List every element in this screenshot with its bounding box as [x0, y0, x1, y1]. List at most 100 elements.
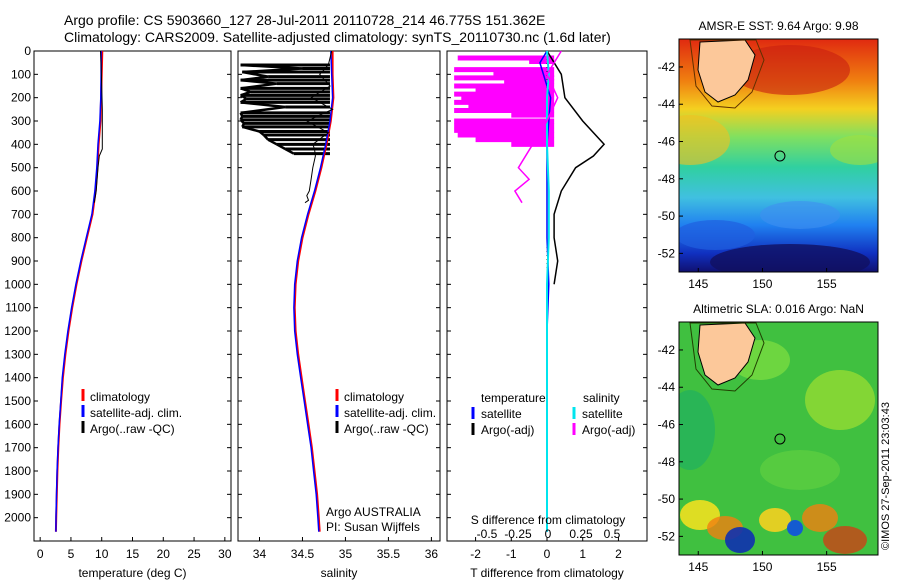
timestamp-stamp: ©IMOS 27-Sep-2011 23:03:43 — [880, 402, 892, 550]
argo-salinity-spike — [240, 78, 277, 85]
sst_map-axes: AMSR-E SST: 9.64 Argo: 9.98 145 150 155 -42 -… — [658, 19, 859, 291]
top-tick-label: 0 — [545, 527, 552, 541]
annotation-program: Argo AUSTRALIA — [326, 505, 421, 519]
y-tick-label: 1300 — [4, 347, 31, 361]
argo-salinity-spike — [262, 134, 270, 141]
y-tick-label: 1100 — [5, 301, 31, 315]
salinity-chart: 34 34.5 35 35.5 36 salinity climatology satelli… — [237, 50, 441, 580]
x-tick-label: 0 — [544, 547, 551, 561]
x-tick-label: 35 — [339, 547, 353, 561]
x-axis-label: salinity — [321, 566, 358, 580]
temperature-chart: 0100200300400500600700800900100011001200… — [4, 44, 232, 580]
map-title: AMSR-E SST: 9.64 Argo: 9.98 — [698, 19, 858, 33]
argo-salinity-spike — [242, 70, 269, 78]
y-tick-label: 1500 — [4, 394, 31, 408]
tasmania-landmass — [697, 322, 756, 386]
argo-salinity-spike — [241, 125, 260, 133]
map-y-tick-label: -48 — [658, 455, 676, 469]
y-tick-label: 1900 — [4, 487, 31, 501]
map-y-tick-label: -52 — [658, 246, 676, 260]
header-line-1: Argo profile: CS 5903660_127 28-Jul-2011… — [64, 12, 546, 28]
argo-salinity-spike — [284, 147, 295, 155]
map-title: Altimetric SLA: 0.016 Argo: NaN — [693, 302, 864, 316]
x-tick-label: 5 — [68, 547, 75, 561]
y-tick-label: 600 — [11, 184, 31, 198]
map-x-tick-label: 145 — [688, 277, 708, 291]
map-y-tick-label: -42 — [658, 343, 676, 357]
y-tick-label: 1400 — [4, 371, 31, 385]
plot-area — [33, 50, 232, 542]
difference-chart: -2 -1 0 1 2 T difference from climatology temp… — [446, 50, 648, 580]
legend-label: climatology — [344, 390, 404, 404]
map-x-tick-label: 155 — [817, 277, 837, 291]
map-y-tick-label: -44 — [658, 380, 676, 394]
series-s-satellite — [546, 50, 550, 532]
y-tick-label: 300 — [11, 114, 31, 128]
argo-position-marker — [774, 433, 786, 445]
legend-label: climatology — [90, 390, 150, 404]
x-tick-label: -1 — [506, 547, 517, 561]
y-tick-label: 1200 — [4, 324, 31, 338]
sla-map — [678, 321, 879, 556]
x-tick-label: 25 — [187, 547, 201, 561]
header-line-2: Climatology: CARS2009. Satellite-adjuste… — [64, 29, 611, 45]
legend-label: satellite — [582, 407, 623, 421]
legend-label: Argo(..raw -QC) — [344, 422, 429, 436]
y-tick-label: 200 — [11, 91, 31, 105]
legend-title-temperature: temperature — [481, 391, 546, 405]
y-tick-label: 500 — [11, 161, 31, 175]
argo-salinity-spike — [240, 101, 286, 109]
y-tick-label: 700 — [11, 207, 31, 221]
legend-title-salinity: salinity — [583, 391, 620, 405]
map-x-tick-label: 145 — [688, 560, 708, 574]
y-tick-label: 800 — [11, 231, 31, 245]
map-x-tick-label: 150 — [752, 277, 772, 291]
map-y-tick-label: -46 — [658, 135, 676, 149]
top-tick-label: -0.5 — [477, 527, 498, 541]
series-s-argo-adj- — [513, 50, 562, 204]
series-argo — [304, 50, 334, 204]
y-tick-label: 400 — [11, 137, 31, 151]
map-x-tick-label: 150 — [752, 560, 772, 574]
x-tick-label: 30 — [218, 547, 232, 561]
argo-salinity-spike — [239, 118, 245, 125]
map-y-tick-label: -44 — [658, 97, 676, 111]
y-tick-label: 1000 — [4, 277, 31, 291]
map-y-tick-label: -42 — [658, 60, 676, 74]
map-y-tick-label: -52 — [658, 529, 676, 543]
x-tick-label: 36 — [425, 547, 439, 561]
annotation-pi: PI: Susan Wijffels — [326, 520, 420, 534]
argo-salinity-spike — [276, 143, 286, 151]
argo-position-marker — [774, 150, 786, 162]
top-axis-label: S difference from climatology — [471, 513, 626, 527]
argo-salinity-spike — [267, 138, 278, 146]
map-x-tick-label: 155 — [817, 560, 837, 574]
x-tick-label: 34 — [253, 547, 267, 561]
x-tick-label: 15 — [126, 547, 140, 561]
x-tick-label: 34.5 — [291, 547, 315, 561]
y-tick-label: 900 — [11, 254, 31, 268]
series-argo — [93, 50, 103, 203]
legend-label: Argo(-adj) — [481, 423, 534, 437]
legend-label: Argo(..raw -QC) — [90, 422, 175, 436]
y-tick-label: 1800 — [4, 464, 31, 478]
y-tick-label: 2000 — [4, 511, 31, 525]
series-satellite-adj-clim- — [55, 51, 102, 532]
legend-label: Argo(-adj) — [582, 423, 635, 437]
x-tick-label: 35.5 — [377, 547, 401, 561]
legend-label: satellite — [481, 407, 522, 421]
sla_map-axes: Altimetric SLA: 0.016 Argo: NaN 145 150 155… — [658, 302, 864, 574]
map-y-tick-label: -46 — [658, 418, 676, 432]
x-tick-label: 1 — [579, 547, 586, 561]
map-y-tick-label: -50 — [658, 492, 676, 506]
y-tick-label: 1700 — [4, 441, 31, 455]
y-tick-label: 100 — [11, 67, 31, 81]
legend-label: satellite-adj. clim. — [344, 406, 436, 420]
x-axis-label: T difference from climatology — [470, 566, 624, 580]
legend-label: satellite-adj. clim. — [90, 406, 182, 420]
top-tick-label: -0.25 — [504, 527, 532, 541]
x-axis-label: temperature (deg C) — [78, 566, 186, 580]
argo-salinity-spike — [239, 112, 244, 117]
x-tick-label: -2 — [470, 547, 481, 561]
